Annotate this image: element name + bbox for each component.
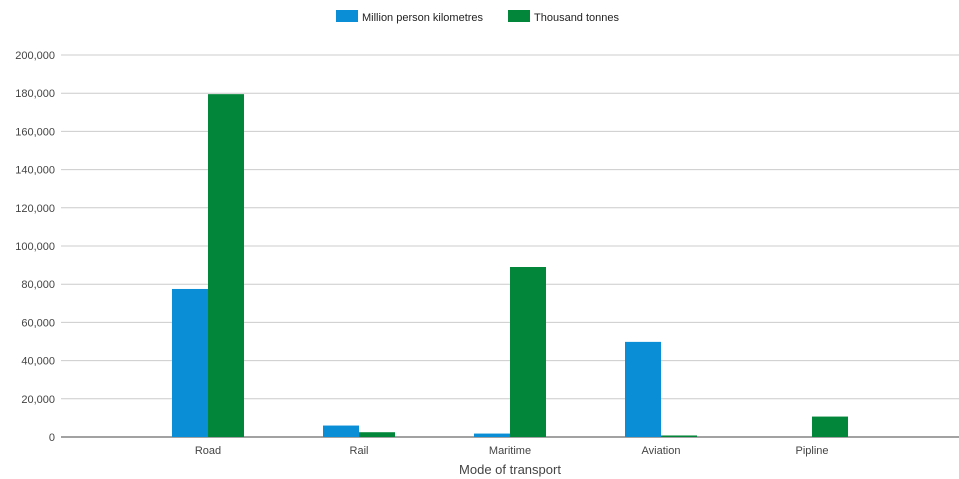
y-tick-label: 180,000 [15, 88, 55, 100]
y-tick-label: 140,000 [15, 165, 55, 177]
x-tick-label: Aviation [642, 445, 681, 457]
y-tick-label: 120,000 [15, 203, 55, 215]
y-tick-label: 160,000 [15, 126, 55, 138]
bar-rail-person-km [323, 425, 359, 437]
bars [172, 94, 848, 437]
x-tick-label: Road [195, 445, 221, 457]
bar-pipline-tonnes [812, 416, 848, 437]
legend-swatch [336, 10, 358, 22]
x-axis-ticks: Road Rail Maritime Aviation Pipline [195, 445, 829, 457]
y-tick-label: 80,000 [21, 279, 55, 291]
legend-label: Million person kilometres [362, 12, 484, 24]
bar-maritime-tonnes [510, 267, 546, 437]
y-tick-label: 40,000 [21, 356, 55, 368]
legend: Million person kilometres Thousand tonnes [336, 10, 620, 24]
bar-maritime-person-km [474, 433, 510, 437]
x-axis-title: Mode of transport [459, 462, 561, 477]
y-tick-label: 200,000 [15, 50, 55, 62]
bar-rail-tonnes [359, 432, 395, 437]
y-tick-label: 60,000 [21, 317, 55, 329]
y-tick-label: 100,000 [15, 241, 55, 253]
y-tick-label: 20,000 [21, 394, 55, 406]
y-tick-label: 0 [49, 432, 55, 444]
x-tick-label: Maritime [489, 445, 531, 457]
x-tick-label: Rail [350, 445, 369, 457]
x-tick-label: Pipline [795, 445, 828, 457]
y-axis-ticks: 0 20,000 40,000 60,000 80,000 100,000 120,000 1… [15, 50, 55, 444]
bar-road-person-km [172, 288, 208, 437]
bar-road-tonnes [208, 94, 244, 437]
legend-swatch [508, 10, 530, 22]
legend-label: Thousand tonnes [534, 12, 620, 24]
bar-aviation-person-km [625, 341, 661, 437]
bar-aviation-tonnes [661, 435, 697, 437]
